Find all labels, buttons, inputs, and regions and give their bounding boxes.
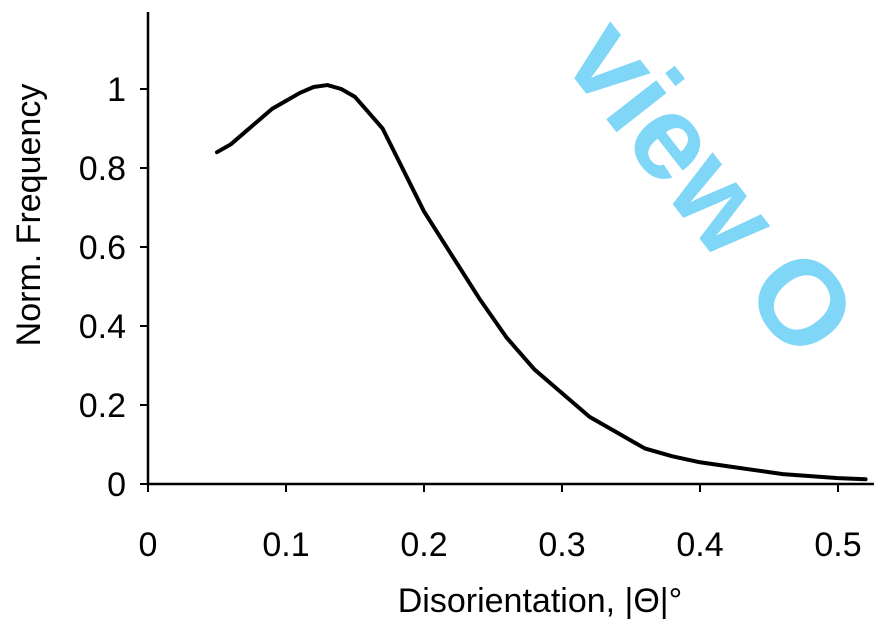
- x-tick-label: 0.2: [400, 526, 447, 564]
- watermark: view O: [540, 0, 874, 381]
- x-tick-label: 0.3: [538, 526, 585, 564]
- ticks: 0 0.1 0.2 0.3 0.4 0.5 0 0.2 0.4 0.6 0.8 1: [79, 71, 862, 564]
- y-tick-label: 0.2: [79, 387, 126, 425]
- watermark-text: view O: [540, 0, 874, 381]
- y-tick-label: 1: [107, 71, 126, 109]
- y-axis-title: Norm. Frequency: [10, 84, 48, 347]
- y-tick-label: 0.4: [79, 308, 126, 346]
- x-tick-label: 0: [139, 526, 158, 564]
- y-tick-label: 0: [107, 466, 126, 504]
- x-tick-label: 0.1: [262, 526, 309, 564]
- x-axis-title: Disorientation, |Θ|°: [398, 582, 682, 620]
- series-line: [215, 83, 868, 482]
- series: [215, 83, 868, 482]
- y-tick-label: 0.6: [79, 229, 126, 267]
- y-tick-label: 0.8: [79, 150, 126, 188]
- x-tick-label: 0.5: [814, 526, 861, 564]
- x-tick-label: 0.4: [676, 526, 723, 564]
